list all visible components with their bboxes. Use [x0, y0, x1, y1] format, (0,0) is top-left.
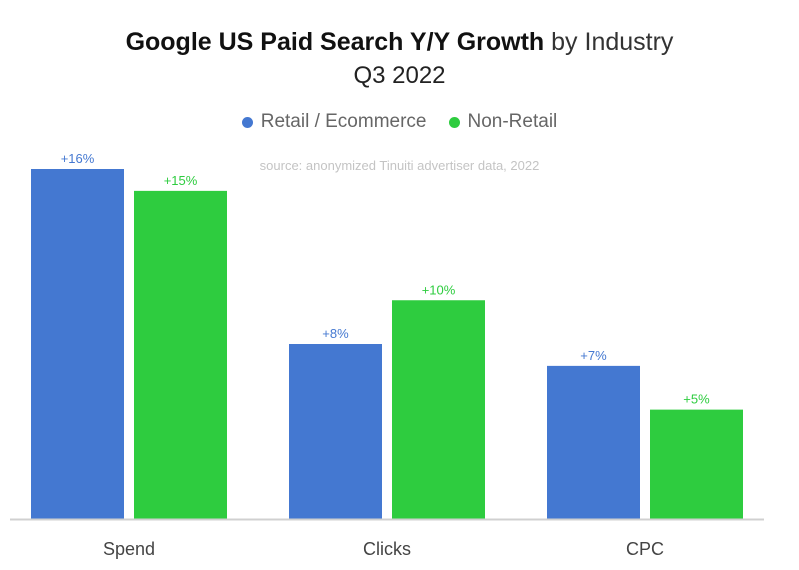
chart-title-bold: Google US Paid Search Y/Y Growth	[125, 28, 545, 56]
data-label-cpc-retail: +7%	[580, 348, 607, 363]
legend-label-nonretail: Non-Retail	[467, 111, 558, 132]
legend-dot-nonretail-icon	[448, 116, 460, 128]
chart-title-rest: by Industry	[551, 28, 674, 56]
data-label-cpc-nonretail: +5%	[683, 392, 710, 407]
data-label-clicks-retail: +8%	[322, 326, 349, 341]
bar-cpc-nonretail	[650, 409, 743, 519]
chart-title: Google US Paid Search Y/Y Growth by Indu…	[0, 26, 799, 58]
bar-clicks-nonretail	[392, 300, 485, 519]
bar-spend-retail	[31, 169, 124, 519]
data-label-spend-retail: +16%	[61, 151, 95, 166]
x-tick-label-cpc: CPC	[626, 539, 664, 559]
bar-spend-nonretail	[134, 190, 227, 519]
legend-dot-retail-icon	[241, 116, 253, 128]
legend-label-retail: Retail / Ecommerce	[260, 111, 427, 132]
chart-legend: Retail / Ecommerce Non-Retail	[0, 111, 799, 133]
data-label-clicks-nonretail: +10%	[422, 282, 456, 297]
x-tick-label-clicks: Clicks	[363, 539, 411, 559]
x-tick-label-spend: Spend	[103, 539, 155, 559]
data-label-spend-nonretail: +15%	[164, 173, 198, 188]
bar-clicks-retail	[289, 344, 382, 519]
bar-cpc-retail	[547, 365, 640, 519]
chart-subtitle: Q3 2022	[353, 62, 446, 89]
legend-item-retail: Retail / Ecommerce	[241, 111, 427, 133]
legend-item-nonretail: Non-Retail	[448, 111, 558, 133]
source-note: source: anonymized Tinuiti advertiser da…	[259, 158, 540, 173]
